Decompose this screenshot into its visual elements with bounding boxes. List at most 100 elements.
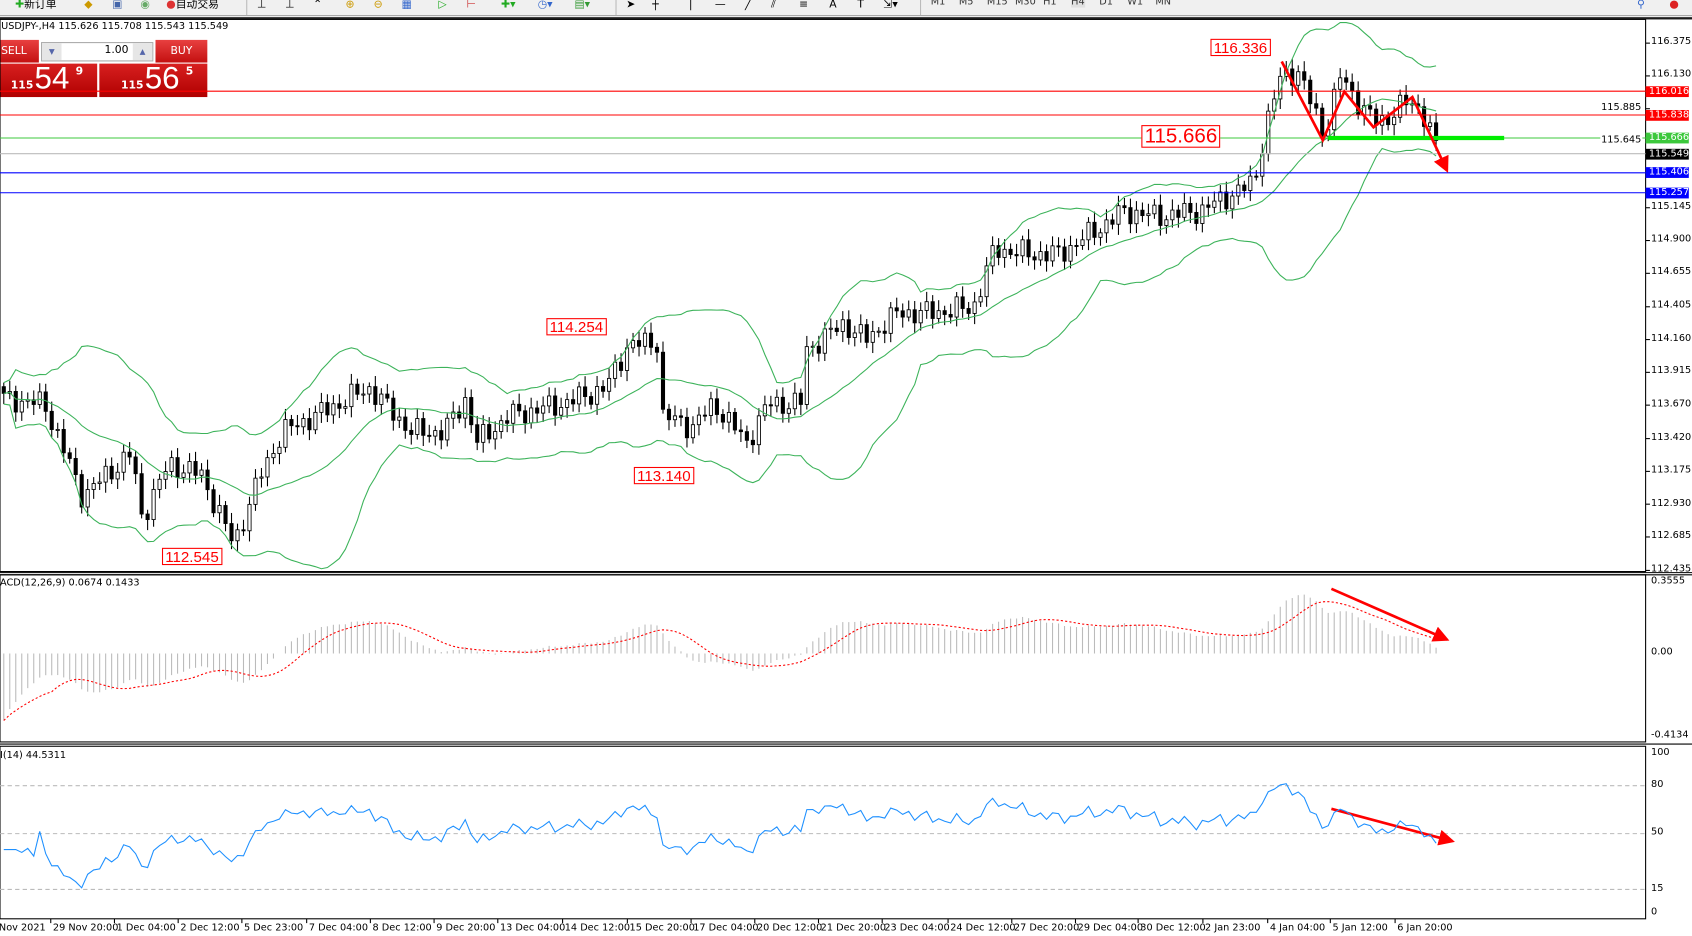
- fibonacci-icon[interactable]: ≡: [799, 0, 809, 11]
- y-tick-label: 113.420: [1651, 432, 1692, 443]
- candle-body: [708, 398, 713, 416]
- timeframe-h1[interactable]: H1: [1043, 0, 1057, 8]
- macd-frame: [0, 574, 1647, 743]
- candle-body: [1056, 245, 1061, 248]
- candle-body: [463, 397, 468, 419]
- candle-body: [355, 383, 360, 395]
- line-chart-icon[interactable]: ⌃: [313, 0, 323, 11]
- candle-body: [181, 472, 186, 478]
- price-annotation[interactable]: 114.254: [546, 318, 607, 336]
- candle-body: [127, 451, 132, 458]
- crosshair-icon[interactable]: ┼: [652, 0, 659, 11]
- y-tick-label: 113.175: [1651, 464, 1692, 476]
- candle-body: [49, 410, 54, 430]
- macd-divergence-arrow: [1330, 587, 1450, 642]
- x-tick-label: 20 Dec 12:00: [756, 923, 823, 934]
- timeframe-w1[interactable]: W1: [1127, 0, 1144, 8]
- notification-icon[interactable]: ●: [1669, 0, 1679, 11]
- search-icon[interactable]: ⚲: [1636, 0, 1645, 11]
- candle-body: [1242, 184, 1247, 191]
- candle-body: [1104, 219, 1109, 234]
- zoom-out-icon[interactable]: ⊖: [373, 0, 383, 11]
- candle-body: [798, 392, 803, 405]
- templates-icon[interactable]: ▤▾: [574, 0, 591, 11]
- text-label-tool[interactable]: T: [857, 0, 864, 11]
- macd-signal-line: [3, 601, 1437, 721]
- market-watch-icon[interactable]: ◆: [84, 0, 93, 11]
- equidistant-channel-icon[interactable]: ⫽: [770, 0, 776, 11]
- horizontal-line-icon[interactable]: —: [714, 0, 726, 11]
- price-annotation[interactable]: 112.545: [161, 547, 222, 566]
- auto-trading-button[interactable]: ●自动交易: [166, 0, 219, 11]
- y-tick-label: 116.375: [1651, 36, 1692, 48]
- x-tick-label: 2 Jan 23:00: [1205, 923, 1261, 934]
- candle-body: [421, 418, 426, 436]
- timeframe-m15[interactable]: M15: [986, 0, 1008, 8]
- candle-body: [1182, 202, 1187, 218]
- zoom-in-icon[interactable]: ⊕: [345, 0, 355, 11]
- tile-windows-icon[interactable]: ▦: [401, 0, 412, 11]
- chart-shift-icon[interactable]: ⊢: [466, 0, 476, 11]
- timeframe-m1[interactable]: M1: [930, 0, 946, 8]
- price-level-tag: 115.666: [1645, 132, 1689, 144]
- lot-size-input[interactable]: 1.00: [104, 44, 129, 57]
- x-tick-label: 7 Dec 04:00: [308, 923, 369, 934]
- timeframe-m30[interactable]: M30: [1015, 0, 1036, 8]
- timeframe-h4[interactable]: H4: [1071, 0, 1085, 8]
- timeframe-mn[interactable]: MN: [1155, 0, 1172, 8]
- cursor-icon[interactable]: ➤: [626, 0, 636, 11]
- timeframe-d1[interactable]: D1: [1099, 0, 1113, 8]
- candle-body: [642, 332, 648, 347]
- text-tool[interactable]: A: [829, 0, 837, 11]
- lot-size-stepper[interactable]: ▼ 1.00 ▲: [41, 42, 154, 62]
- candle-body: [1218, 191, 1223, 202]
- candle-body: [13, 391, 18, 413]
- candle-body: [247, 503, 252, 532]
- periods-icon[interactable]: ◷▾: [537, 0, 553, 11]
- price-annotation[interactable]: 116.336: [1210, 38, 1271, 57]
- rsi-tick-label: 80: [1651, 779, 1664, 791]
- price-annotation[interactable]: 115.666: [1141, 125, 1221, 148]
- x-tick-label: 29 Dec 04:00: [1077, 923, 1144, 934]
- candle-body: [187, 461, 192, 474]
- candle-body: [97, 481, 102, 484]
- price-level-tag: 115.549: [1645, 148, 1689, 160]
- candle-body: [684, 416, 690, 439]
- new-order-button[interactable]: ✚新订单: [15, 0, 57, 11]
- trendline-icon[interactable]: ╱: [745, 0, 752, 11]
- candle-body: [493, 431, 498, 440]
- candle-body: [660, 351, 666, 410]
- candle-body: [1116, 205, 1121, 225]
- rsi-tick-label: 50: [1651, 827, 1664, 838]
- bar-chart-icon[interactable]: ⊥: [256, 0, 267, 11]
- candle-body: [930, 301, 935, 319]
- vertical-line-icon[interactable]: |: [688, 0, 693, 11]
- signals-icon[interactable]: ◉: [140, 0, 150, 11]
- buy-button[interactable]: BUY: [155, 39, 208, 63]
- arrows-icon[interactable]: ⇲▾: [883, 0, 898, 11]
- candle-body: [133, 456, 138, 475]
- bollinger-upper: [3, 21, 1437, 436]
- candle-body: [1188, 202, 1193, 213]
- decrease-lot-icon[interactable]: ▼: [42, 43, 62, 61]
- candles: [1, 59, 1439, 551]
- candle-body: [169, 457, 174, 472]
- timeframe-m5[interactable]: M5: [958, 0, 974, 8]
- candle-body: [271, 453, 276, 459]
- candle-body: [31, 399, 36, 405]
- indicators-icon[interactable]: ✚▾: [501, 0, 516, 11]
- price-annotation[interactable]: 113.140: [633, 466, 694, 485]
- macd-tick-label: 0.00: [1651, 647, 1673, 658]
- sell-button[interactable]: SELL: [0, 39, 39, 63]
- autoscroll-icon[interactable]: ▷: [438, 0, 447, 11]
- candle-body: [1224, 191, 1229, 210]
- candle-body: [325, 402, 330, 416]
- y-tick-label: 115.645: [1600, 134, 1643, 146]
- candlestick-icon[interactable]: ⊥: [285, 0, 295, 11]
- increase-lot-icon[interactable]: ▲: [132, 43, 153, 61]
- navigator-icon[interactable]: ▣: [112, 0, 123, 11]
- candle-body: [1236, 184, 1241, 197]
- candle-body: [738, 429, 743, 433]
- y-tick-label: 112.685: [1651, 530, 1692, 542]
